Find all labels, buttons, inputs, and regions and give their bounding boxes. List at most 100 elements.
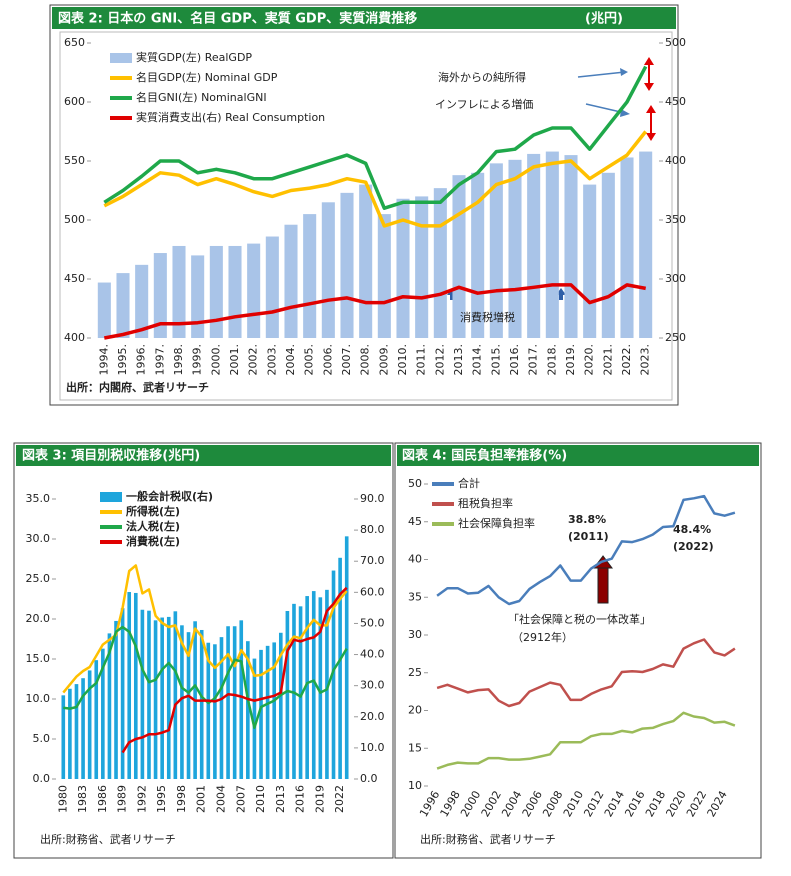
x-tick-label: 2016. bbox=[508, 344, 521, 376]
x-tick-label: 1995 bbox=[155, 785, 168, 813]
bar bbox=[160, 617, 164, 779]
bar bbox=[213, 644, 217, 779]
x-tick-label: 2023. bbox=[639, 344, 652, 376]
x-tick-label: 1997. bbox=[153, 344, 166, 376]
bar bbox=[247, 243, 261, 338]
source-note: 出所:財務省、武者リサーチ bbox=[420, 832, 556, 846]
y-tick-label: 40 bbox=[408, 553, 422, 566]
bar bbox=[321, 202, 335, 338]
bar bbox=[74, 684, 79, 779]
annotation: (2022) bbox=[673, 540, 714, 553]
line bbox=[436, 711, 736, 770]
panel-frame bbox=[394, 442, 762, 859]
bar bbox=[508, 159, 522, 338]
y-tick-label: 500 bbox=[64, 213, 85, 226]
y-tick-label: 400 bbox=[64, 331, 85, 344]
x-tick-label: 2004. bbox=[284, 344, 297, 376]
bar bbox=[545, 151, 559, 338]
y-tick-label: 90.0 bbox=[360, 492, 385, 505]
bar bbox=[140, 609, 145, 779]
line bbox=[103, 283, 647, 340]
y-tick-label: 70.0 bbox=[360, 554, 385, 567]
x-tick-label: 1998. bbox=[172, 344, 185, 376]
y-tick-label: 15.0 bbox=[26, 652, 51, 665]
bar bbox=[340, 192, 354, 338]
annotation: (2011) bbox=[568, 530, 609, 543]
bar bbox=[527, 153, 541, 338]
y-tick-label: 5.0 bbox=[33, 732, 51, 745]
bar bbox=[219, 637, 224, 779]
line bbox=[103, 65, 648, 210]
bar bbox=[153, 620, 158, 779]
bar bbox=[97, 282, 111, 338]
chart-title: 図表 3: 項目別税収推移(兆円) bbox=[22, 448, 200, 464]
x-tick-label: 2022 bbox=[333, 785, 346, 813]
y-tick-label: 50.0 bbox=[360, 616, 385, 629]
x-tick-label: 2002. bbox=[247, 344, 260, 376]
line bbox=[436, 494, 736, 606]
bar bbox=[311, 591, 316, 779]
bar bbox=[226, 626, 230, 779]
bar bbox=[415, 196, 429, 338]
bar bbox=[246, 641, 250, 779]
x-tick-label: 1995. bbox=[116, 344, 129, 376]
x-tick-label: 2010 bbox=[254, 785, 267, 813]
bar bbox=[285, 611, 290, 779]
bar bbox=[331, 570, 336, 779]
bar bbox=[318, 597, 323, 779]
x-tick-label: 2016 bbox=[294, 785, 307, 813]
x-tick-label: 2000. bbox=[209, 344, 222, 376]
bar bbox=[303, 214, 317, 338]
legend-swatch bbox=[110, 53, 132, 63]
bar bbox=[377, 214, 391, 338]
legend-label: 消費税(左) bbox=[126, 534, 180, 548]
y-tick-label: 250 bbox=[665, 331, 686, 344]
bar bbox=[344, 536, 349, 779]
y-tick-label: 40.0 bbox=[360, 648, 385, 661]
legend-label: 法人税(左) bbox=[126, 519, 180, 533]
bar bbox=[114, 620, 118, 779]
annotation: 消費税増税 bbox=[460, 310, 515, 324]
x-tick-label: 2017. bbox=[527, 344, 540, 376]
x-tick-label: 2005. bbox=[303, 344, 316, 376]
x-tick-label: 2009. bbox=[377, 344, 390, 376]
y-tick-label: 500 bbox=[665, 36, 686, 49]
bar bbox=[209, 245, 223, 338]
y-tick-label: 30.0 bbox=[26, 532, 51, 545]
x-tick-label: 2011. bbox=[415, 344, 428, 376]
bar bbox=[338, 557, 342, 779]
legend-swatch bbox=[100, 492, 122, 502]
y-tick-label: 300 bbox=[665, 272, 686, 285]
bar bbox=[199, 629, 204, 779]
annotation: インフレによる増価 bbox=[435, 98, 533, 111]
legend-label: 実質GDP(左) RealGDP bbox=[136, 50, 252, 64]
bar bbox=[305, 596, 309, 779]
bar bbox=[87, 670, 92, 779]
chart-title: 図表 4: 国民負担率推移(%) bbox=[402, 448, 567, 464]
line bbox=[103, 130, 648, 228]
annotation: 「社会保障と税の一体改革」 bbox=[508, 612, 651, 626]
x-tick-label: 2007. bbox=[340, 344, 353, 376]
annotation-arrows bbox=[447, 57, 656, 604]
y-tick-label: 650 bbox=[64, 36, 85, 49]
bar bbox=[94, 660, 99, 779]
x-tick-label: 1998 bbox=[175, 785, 188, 813]
y-tick-label: 400 bbox=[665, 154, 686, 167]
bar bbox=[265, 645, 270, 779]
x-tick-label: 1992 bbox=[135, 785, 148, 813]
y-tick-label: 60.0 bbox=[360, 585, 385, 598]
x-tick-label: 2019. bbox=[564, 344, 577, 376]
legend-label: 社会保障負担率 bbox=[458, 516, 535, 530]
bar bbox=[166, 616, 171, 779]
x-tick-label: 2020. bbox=[583, 344, 596, 376]
legend-label: 名目GNI(左) NominalGNI bbox=[136, 90, 267, 104]
x-tick-label: 2001. bbox=[228, 344, 241, 376]
legend-label: 実質消費支出(右) Real Consumption bbox=[136, 110, 325, 124]
y-tick-label: 30.0 bbox=[360, 679, 385, 692]
x-tick-label: 2014. bbox=[471, 344, 484, 376]
bar bbox=[153, 253, 167, 338]
x-tick-label: 1999. bbox=[191, 344, 204, 376]
bar bbox=[116, 273, 130, 338]
bar bbox=[396, 198, 410, 338]
